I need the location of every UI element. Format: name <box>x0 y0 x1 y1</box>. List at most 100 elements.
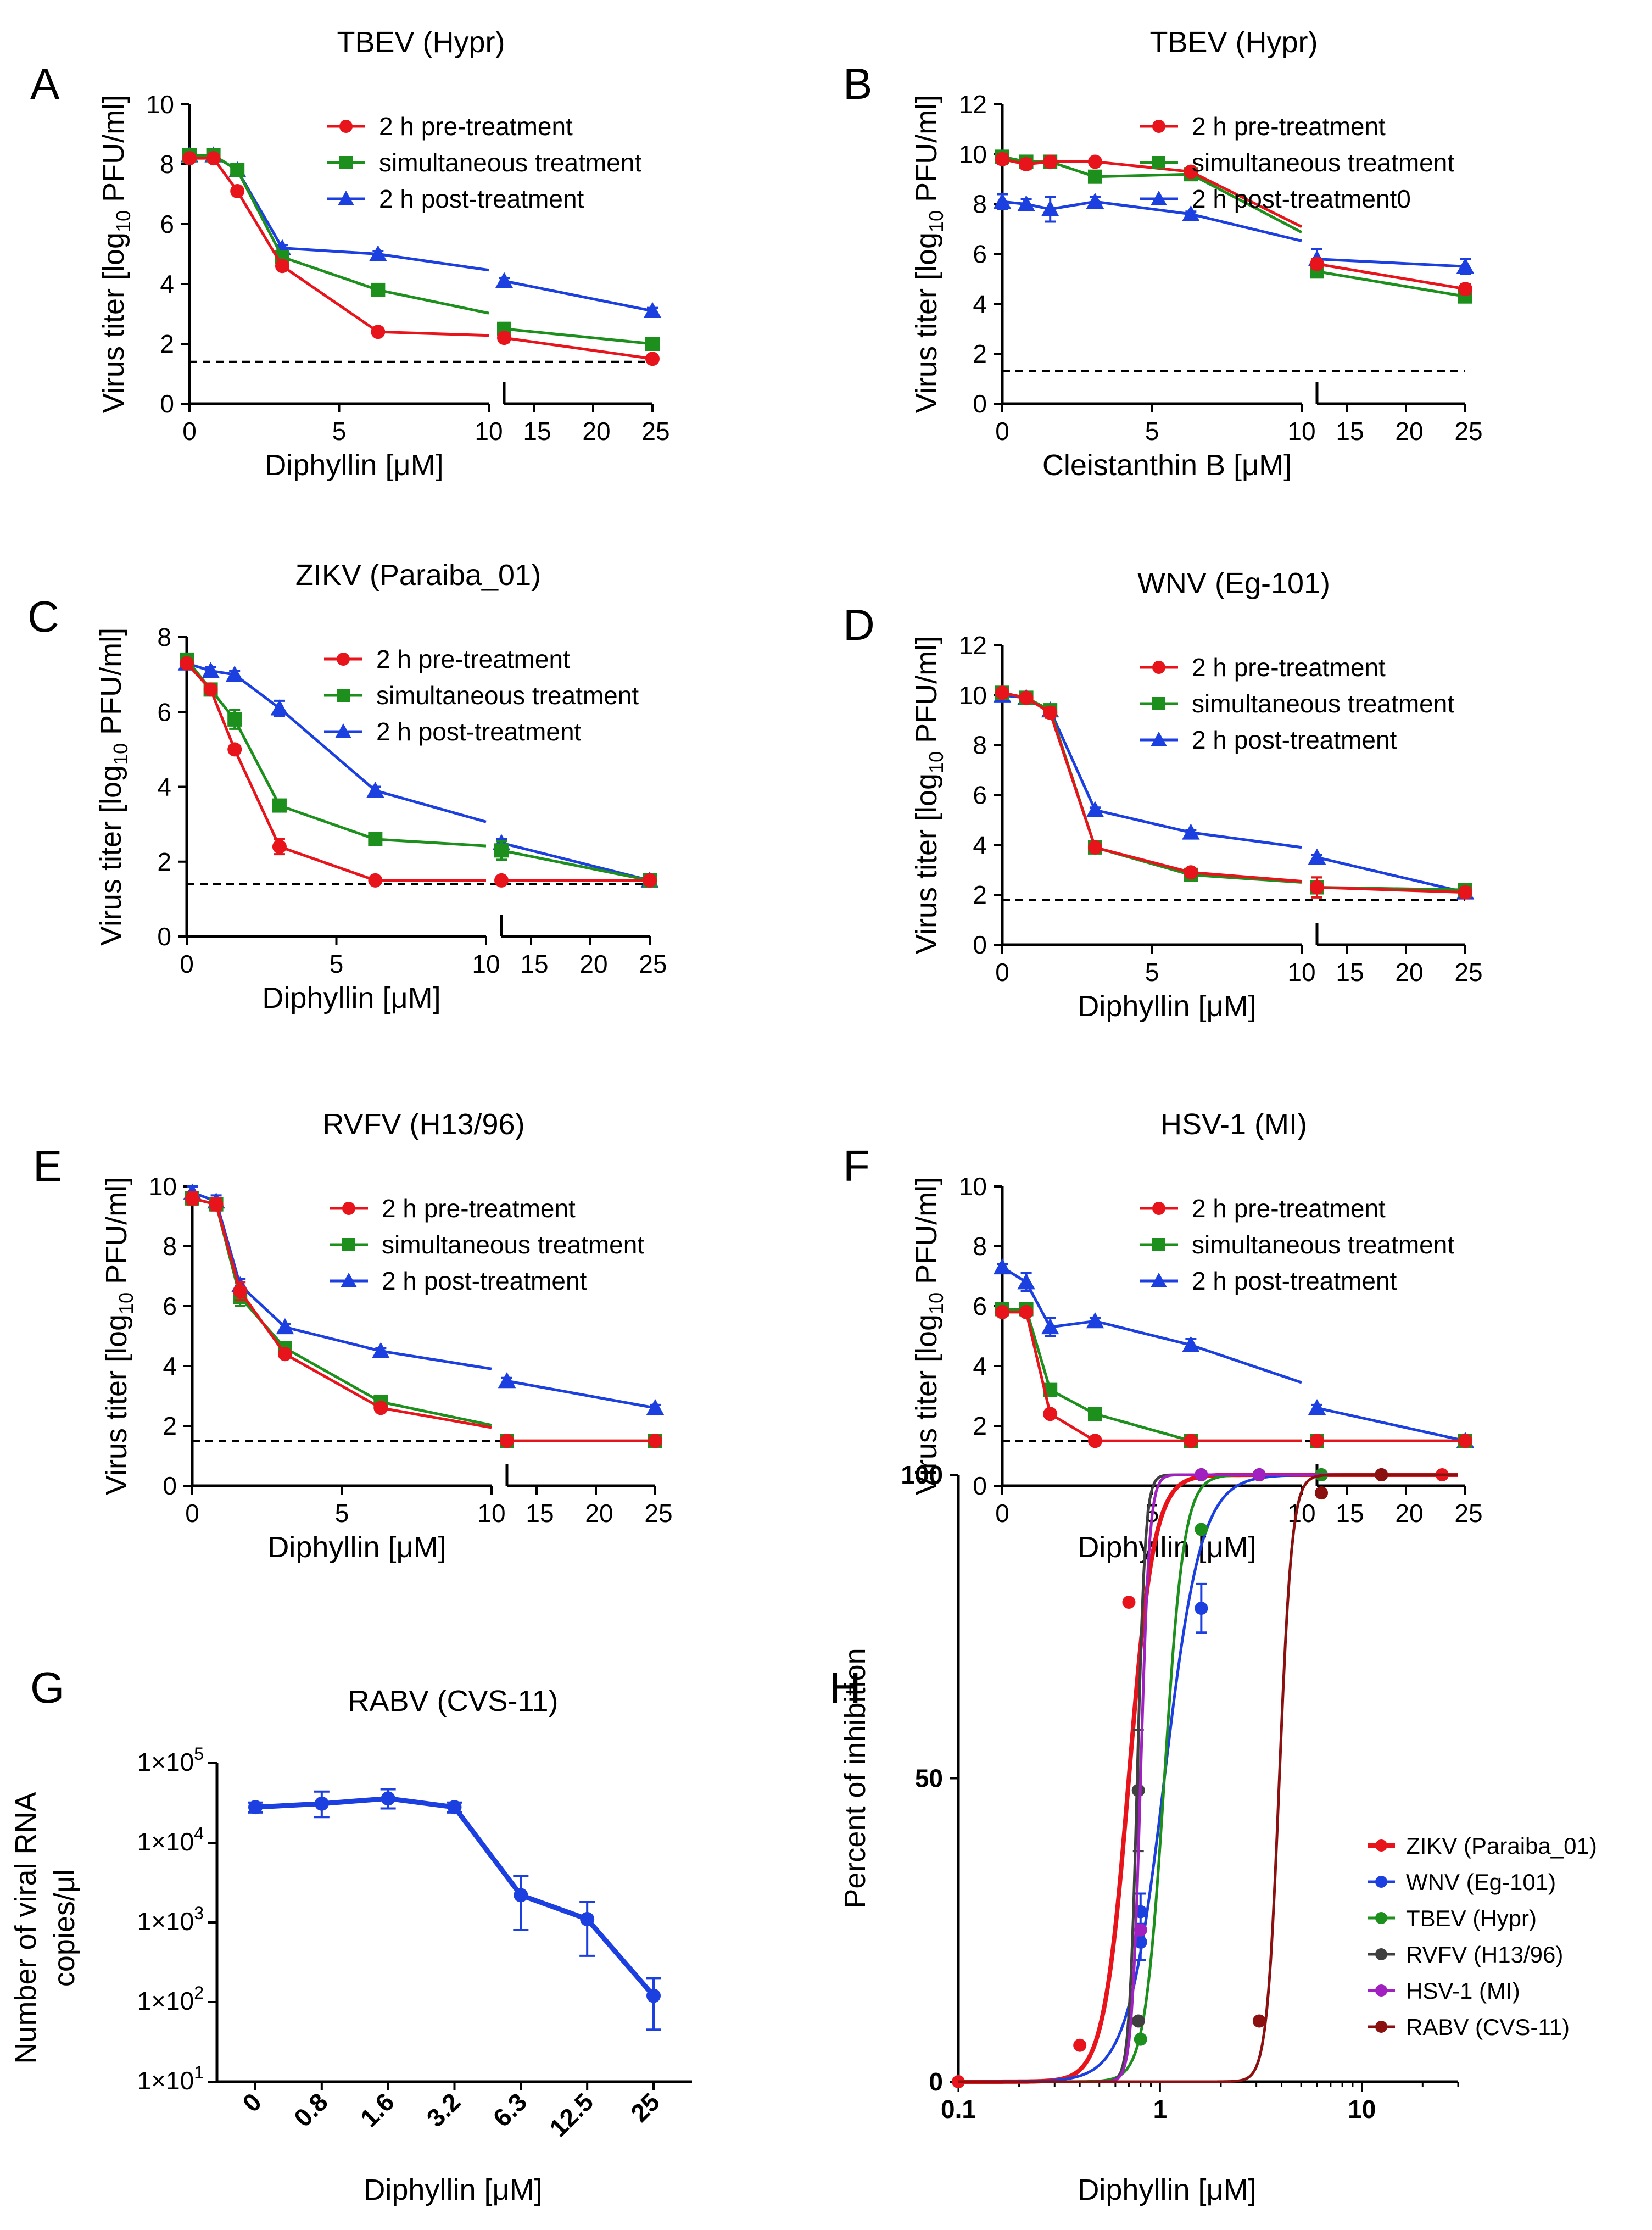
legend-marker-pre <box>1152 1202 1165 1215</box>
legend-marker-post <box>335 723 351 738</box>
legend-marker-pre <box>1152 661 1165 674</box>
x-tick-label: 0 <box>995 417 1009 445</box>
y-axis-title-tail: PFU/ml] <box>910 95 943 210</box>
y-tick-label: 10 <box>959 1172 987 1201</box>
series-line-right <box>1316 263 1466 291</box>
y-tick-label: 0 <box>929 2067 943 2096</box>
data-point <box>1375 1468 1388 1481</box>
panel-letter: F <box>843 1141 870 1190</box>
data-point-post <box>202 662 220 678</box>
legend-marker-post <box>338 191 354 205</box>
y-tick-label: 12 <box>959 90 987 119</box>
panel-letter: B <box>843 59 872 108</box>
data-point-pre <box>203 682 218 697</box>
y-tick-label: 10 <box>149 1172 177 1201</box>
y-tick-label: 0 <box>973 1471 987 1500</box>
data-point-post <box>270 699 289 716</box>
x-tick-label: 10 <box>472 950 500 978</box>
legend-marker <box>1375 2021 1387 2033</box>
y-axis-title-sub: 10 <box>925 1292 947 1314</box>
x-tick-label: 15 <box>523 417 551 445</box>
y-tick-mantissa: 1×10 <box>137 1907 194 1936</box>
y-tick-label: 6 <box>973 240 987 269</box>
legend-label: simultaneous treatment <box>382 1230 644 1259</box>
x-axis-title: Diphyllin [μM] <box>262 982 440 1014</box>
data-point-pre <box>227 742 242 757</box>
x-tick-label: 20 <box>1395 417 1423 445</box>
x-axis-title: Diphyllin [μM] <box>1078 990 1256 1023</box>
panel-letter: G <box>30 1663 64 1712</box>
data-point-post <box>498 1372 516 1389</box>
legend-marker-pre <box>337 653 350 666</box>
x-tick-label: 0 <box>237 2087 267 2117</box>
chart-title: HSV-1 (MI) <box>1160 1108 1307 1141</box>
data-point-sim <box>1087 1407 1102 1421</box>
data-point-pre <box>371 325 386 339</box>
data-point-post <box>1017 195 1035 211</box>
data-point <box>1134 1935 1147 1949</box>
x-tick-label: 0.8 <box>288 2087 333 2132</box>
y-tick-label: 0 <box>973 389 987 418</box>
legend-marker-sim <box>342 1238 355 1251</box>
x-tick-label: 5 <box>1145 958 1159 986</box>
data-point-pre <box>1087 1434 1102 1448</box>
y-axis-title: Virus titer [log10 PFU/ml] <box>94 628 132 946</box>
y-axis-title-main: Virus titer [log <box>910 232 943 413</box>
chart-title: WNV (Eg-101) <box>1137 567 1330 600</box>
series-pre <box>185 1191 662 1448</box>
data-point-pre <box>643 873 657 888</box>
legend-label: simultaneous treatment <box>376 681 639 710</box>
legend-label: 2 h pre-treatment <box>379 112 573 141</box>
y-tick-label: 0 <box>973 930 987 959</box>
data-point <box>381 1791 395 1806</box>
x-tick-label: 12.5 <box>544 2087 599 2142</box>
y-tick-label: 2 <box>163 1412 177 1440</box>
legend-marker-pre <box>342 1202 355 1215</box>
legend-label: WNV (Eg-101) <box>1406 1869 1556 1895</box>
data-point-pre <box>277 1347 292 1362</box>
x-tick-label: 1 <box>1153 2095 1168 2123</box>
legend-label: 2 h post-treatment <box>1192 726 1397 754</box>
y-axis-title-tail: PFU/ml] <box>100 1177 133 1292</box>
data-point <box>1195 1602 1208 1615</box>
y-tick-label: 0 <box>163 1471 177 1500</box>
y-axis-title-main: Virus titer [log <box>100 1314 133 1495</box>
legend-marker <box>1375 1876 1387 1888</box>
legend-label: ZIKV (Paraiba_01) <box>1406 1833 1597 1859</box>
chart-title: RABV (CVS-11) <box>348 1685 558 1718</box>
data-point-post <box>1182 1336 1200 1352</box>
data-point-pre <box>1087 154 1102 169</box>
series-line <box>255 1796 656 1998</box>
legend-label: 2 h pre-treatment <box>1192 653 1386 682</box>
series-line-left <box>1002 691 1302 883</box>
legend-label: HSV-1 (MI) <box>1406 1978 1520 2004</box>
data-point-pre <box>1043 1407 1058 1421</box>
y-tick-label: 10 <box>959 140 987 169</box>
legend-label: RVFV (H13/96) <box>1406 1942 1563 1967</box>
data-point-pre <box>1458 282 1472 297</box>
y-axis-title-line1: Number of viral RNA <box>9 1792 42 2064</box>
x-tick-label: 25 <box>1454 417 1482 445</box>
legend-marker <box>1375 1948 1387 1960</box>
x-tick-label: 10 <box>1287 417 1315 445</box>
series-pre <box>180 656 657 888</box>
y-tick-label: 4 <box>973 289 987 318</box>
chart-title: TBEV (Hypr) <box>337 26 505 59</box>
data-point-pre <box>1043 154 1058 169</box>
data-point-post <box>225 665 244 682</box>
legend-label: 2 h pre-treatment <box>1192 1194 1386 1223</box>
y-axis-title: Virus titer [log10 PFU/ml] <box>97 95 135 413</box>
data-point-pre <box>500 1434 514 1448</box>
y-tick-label: 1×105 <box>137 1744 204 1776</box>
data-point <box>1122 1596 1136 1609</box>
data-point-post <box>372 1342 390 1358</box>
x-tick-label: 15 <box>520 950 548 978</box>
data-point-pre <box>230 184 245 199</box>
legend-label: 2 h post-treatment <box>1192 1267 1397 1295</box>
panel-letter: H <box>829 1663 861 1712</box>
y-axis-title: Percent of inhibition <box>839 1648 872 1908</box>
data-point <box>1252 1468 1266 1481</box>
y-axis-title-tail: PFU/ml] <box>94 628 127 743</box>
